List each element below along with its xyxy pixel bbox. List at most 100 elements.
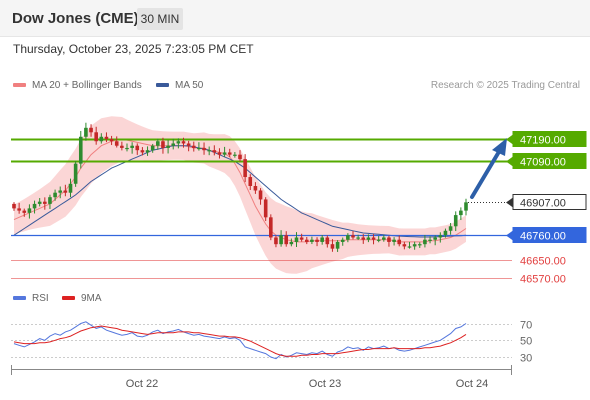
candle bbox=[366, 234, 371, 243]
timestamp: Thursday, October 23, 2025 7:23:05 PM CE… bbox=[13, 42, 254, 56]
candle bbox=[22, 208, 27, 217]
candle bbox=[181, 137, 186, 148]
forecast-arrow-head-icon bbox=[492, 138, 507, 156]
candle bbox=[94, 126, 98, 145]
candle bbox=[171, 138, 176, 150]
candle bbox=[248, 174, 253, 191]
candle bbox=[412, 241, 417, 250]
candle bbox=[68, 178, 73, 198]
candle bbox=[269, 214, 273, 241]
candle bbox=[289, 238, 294, 247]
candle bbox=[392, 237, 396, 246]
candle bbox=[140, 147, 145, 156]
rsi-ma-swatch-icon bbox=[62, 296, 75, 301]
candle bbox=[243, 154, 247, 183]
candle bbox=[299, 233, 304, 242]
interval-selector[interactable]: 30 MIN bbox=[137, 8, 183, 30]
candle bbox=[120, 141, 124, 151]
candle bbox=[423, 234, 427, 248]
candle bbox=[166, 139, 170, 154]
legend-ma50-label: MA 50 bbox=[175, 80, 204, 91]
level-value: 46760.00 bbox=[520, 231, 566, 243]
x-tick-label: Oct 24 bbox=[456, 378, 488, 390]
candle bbox=[417, 242, 422, 248]
level-value: 46907.00 bbox=[520, 198, 566, 210]
level-label-46570-00: 46570.00 bbox=[520, 274, 566, 286]
candle bbox=[125, 143, 129, 152]
level-value: 46570.00 bbox=[520, 274, 566, 286]
legend-rsi-ma-label: 9MA bbox=[81, 293, 102, 304]
candle bbox=[58, 186, 63, 199]
candle bbox=[320, 234, 324, 245]
candle bbox=[382, 234, 386, 242]
candle bbox=[109, 135, 114, 146]
candle bbox=[294, 232, 299, 248]
candle bbox=[238, 150, 242, 162]
legend-rsi: RSI bbox=[13, 293, 49, 304]
candle bbox=[335, 240, 340, 252]
candle bbox=[145, 146, 150, 156]
candle bbox=[89, 124, 93, 137]
x-axis: Oct 22 Oct 23 Oct 24 bbox=[11, 365, 512, 390]
candle bbox=[12, 202, 16, 211]
candle bbox=[227, 148, 232, 157]
candle bbox=[253, 182, 258, 194]
candle bbox=[78, 130, 83, 169]
candle bbox=[37, 198, 42, 207]
candle bbox=[17, 202, 21, 214]
title-bar bbox=[0, 0, 590, 37]
ma20-swatch-icon bbox=[13, 83, 26, 88]
candle bbox=[371, 234, 376, 245]
rsi-line bbox=[13, 321, 467, 360]
rsi-swatch-icon bbox=[13, 296, 26, 301]
level-label-46760-00: 46760.00 bbox=[506, 227, 587, 243]
candle bbox=[99, 133, 104, 144]
rsi-tick-label: 30 bbox=[520, 353, 532, 365]
candle bbox=[84, 122, 88, 141]
x-tick-label: Oct 22 bbox=[126, 378, 158, 390]
candle bbox=[279, 230, 283, 247]
level-label-46907-00: 46907.00 bbox=[506, 194, 587, 210]
candle bbox=[161, 137, 165, 154]
candle bbox=[150, 143, 155, 153]
rsi-tick-label: 70 bbox=[520, 320, 532, 332]
candle bbox=[284, 231, 289, 247]
candle bbox=[43, 197, 47, 210]
candle bbox=[207, 146, 211, 156]
x-tick-label: Oct 23 bbox=[309, 378, 341, 390]
level-label-46650-00: 46650.00 bbox=[520, 256, 566, 268]
candle bbox=[428, 236, 432, 244]
candle bbox=[263, 197, 268, 222]
candle bbox=[459, 207, 463, 221]
candle bbox=[464, 198, 468, 216]
candle bbox=[233, 152, 237, 158]
candle bbox=[438, 232, 443, 243]
candle bbox=[176, 138, 181, 149]
legend-rsi-label: RSI bbox=[32, 293, 49, 304]
level-value: 47190.00 bbox=[520, 135, 566, 147]
candle bbox=[104, 132, 109, 143]
rsi-panel: 70 50 30 bbox=[11, 320, 532, 365]
candle bbox=[325, 235, 330, 248]
rsi-ma-line bbox=[13, 325, 467, 357]
candle bbox=[48, 194, 52, 209]
candle bbox=[397, 235, 402, 247]
candle bbox=[130, 142, 134, 154]
candle bbox=[222, 146, 227, 158]
level-label-47090-00: 47090.00 bbox=[506, 153, 587, 169]
candle bbox=[448, 222, 453, 235]
candle bbox=[186, 140, 191, 152]
legend-ma20-label: MA 20 + Bollinger Bands bbox=[32, 80, 142, 91]
candle bbox=[315, 237, 319, 247]
page-title: Dow Jones (CME) bbox=[12, 10, 139, 27]
candle bbox=[63, 184, 68, 197]
candle bbox=[340, 237, 345, 246]
candle bbox=[202, 142, 206, 155]
candle bbox=[433, 235, 437, 246]
candle bbox=[402, 241, 407, 250]
legend-ma50: MA 50 bbox=[156, 80, 203, 91]
candle bbox=[361, 234, 366, 244]
level-value: 47090.00 bbox=[520, 157, 566, 169]
candle bbox=[191, 141, 196, 152]
